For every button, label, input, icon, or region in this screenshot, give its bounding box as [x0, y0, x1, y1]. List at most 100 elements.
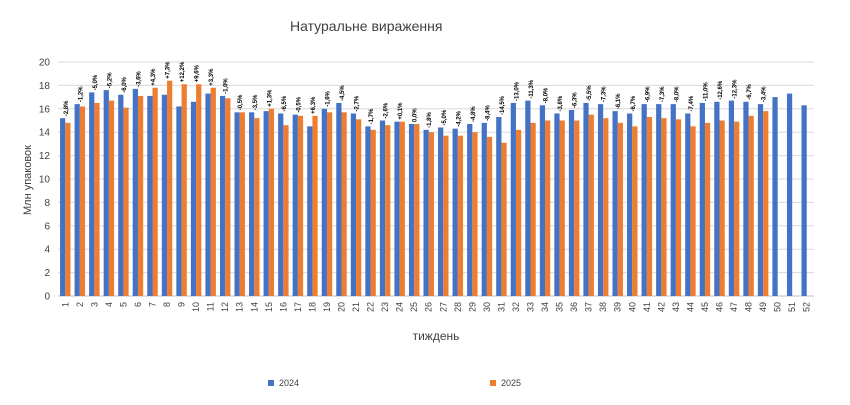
- y-tick-label: 6: [44, 221, 50, 232]
- bar-2025: [210, 87, 216, 297]
- bar-2024: [336, 102, 342, 296]
- bar-2025: [603, 118, 609, 296]
- x-tick-label: 15: [264, 302, 274, 312]
- bar-2024: [365, 126, 371, 296]
- data-label: -7,4%: [689, 95, 695, 111]
- bar-2024: [438, 127, 444, 297]
- x-tick-label: 34: [540, 302, 550, 312]
- bar-2025: [486, 136, 493, 296]
- data-label: -5,2%: [107, 72, 113, 88]
- y-tick-label: 16: [39, 104, 51, 115]
- data-label: -4,8%: [471, 106, 477, 122]
- x-axis-ticks: 1 2 3 4 5 6 7 8 9 10 11 12 13 14 15 16 17 18 19 20 21 22 23 24 2…: [60, 302, 811, 312]
- bar-2024: [641, 104, 647, 297]
- bar-2024: [147, 95, 153, 297]
- bar-2024: [670, 104, 676, 297]
- bar-2025: [79, 106, 86, 297]
- bar-2024: [728, 100, 735, 296]
- data-label: -5,5%: [587, 85, 593, 101]
- bar-2025: [530, 122, 536, 296]
- bar-2025: [239, 112, 245, 296]
- bar-2024: [554, 113, 560, 296]
- y-tick-label: 0: [44, 292, 50, 303]
- bar-2025: [734, 121, 740, 296]
- bar-2025: [94, 102, 100, 296]
- x-tick-label: 24: [395, 302, 405, 312]
- bar-2025: [748, 115, 754, 296]
- legend-label-2024: 2024: [279, 378, 300, 388]
- bar-2024: [772, 97, 778, 296]
- legend-item-2024: 2024: [268, 378, 299, 388]
- data-label: +3,3%: [209, 68, 215, 86]
- bar-2025: [196, 84, 202, 296]
- bar-2025: [225, 98, 231, 297]
- bar-2024: [568, 109, 575, 296]
- legend-swatch-2025: [490, 380, 496, 386]
- bar-2025: [428, 132, 434, 296]
- x-tick-label: 12: [220, 302, 230, 312]
- data-label: -0,5%: [238, 94, 244, 110]
- x-tick-label: 31: [496, 302, 506, 312]
- bar-2025: [457, 135, 464, 296]
- bar-2025: [472, 132, 478, 296]
- data-label: -11,0%: [703, 82, 709, 101]
- bar-2025: [559, 120, 565, 296]
- x-tick-label: 13: [235, 302, 245, 312]
- bar-2025: [515, 129, 522, 296]
- bar-2025: [370, 129, 376, 296]
- x-tick-label: 6: [133, 302, 143, 307]
- bar-2024: [496, 116, 502, 297]
- data-label: -1,8%: [427, 112, 433, 128]
- bar-2025: [632, 126, 638, 296]
- data-label: -12,3%: [733, 79, 739, 99]
- bar-2024: [583, 102, 589, 296]
- x-tick-label: 37: [584, 302, 594, 312]
- bar-2024: [249, 112, 255, 296]
- x-axis-label: тиждень: [413, 329, 460, 343]
- x-tick-label: 52: [802, 302, 812, 312]
- bar-2024: [408, 124, 415, 296]
- bar-2024: [510, 102, 516, 296]
- bar-2025: [152, 87, 158, 297]
- x-tick-label: 44: [685, 302, 695, 312]
- legend-label-2025: 2025: [501, 378, 522, 388]
- y-tick-label: 4: [44, 245, 50, 256]
- data-label: -12,6%: [718, 80, 724, 100]
- x-tick-label: 38: [598, 302, 608, 312]
- x-tick-label: 14: [249, 302, 259, 312]
- bar-2025: [283, 125, 289, 297]
- data-label: -2,7%: [355, 95, 361, 111]
- bar-2024: [743, 101, 749, 296]
- x-tick-label: 43: [671, 302, 681, 312]
- data-label: -6,3%: [573, 92, 579, 108]
- y-tick-label: 14: [39, 128, 51, 139]
- bar-2025: [399, 121, 405, 296]
- x-tick-label: 20: [337, 302, 347, 312]
- x-tick-label: 50: [773, 302, 783, 312]
- data-label: -2,6%: [384, 102, 390, 118]
- x-tick-label: 36: [569, 302, 579, 312]
- data-label: +9,6%: [195, 64, 201, 82]
- x-tick-label: 9: [177, 302, 187, 307]
- data-label: -3,5%: [253, 94, 259, 110]
- x-tick-label: 19: [322, 302, 332, 312]
- bar-2025: [356, 119, 362, 296]
- x-tick-label: 2: [75, 302, 85, 307]
- bar-2025: [65, 122, 71, 296]
- bar-2024: [118, 94, 124, 296]
- data-label: -3,6%: [136, 71, 142, 87]
- bar-2024: [612, 111, 618, 296]
- bar-2024: [132, 88, 138, 296]
- bar-2024: [89, 92, 95, 296]
- bar-2024: [103, 90, 109, 296]
- bar-2025: [108, 100, 115, 296]
- bar-2024: [205, 93, 211, 296]
- bar-2025: [268, 108, 275, 296]
- data-label: -5,0%: [442, 109, 448, 125]
- data-label: -1,6%: [325, 90, 331, 106]
- bars: [60, 80, 807, 297]
- x-tick-label: 1: [60, 302, 70, 307]
- bar-2025: [719, 120, 725, 296]
- bar-2024: [379, 120, 386, 296]
- bar-2025: [501, 142, 507, 296]
